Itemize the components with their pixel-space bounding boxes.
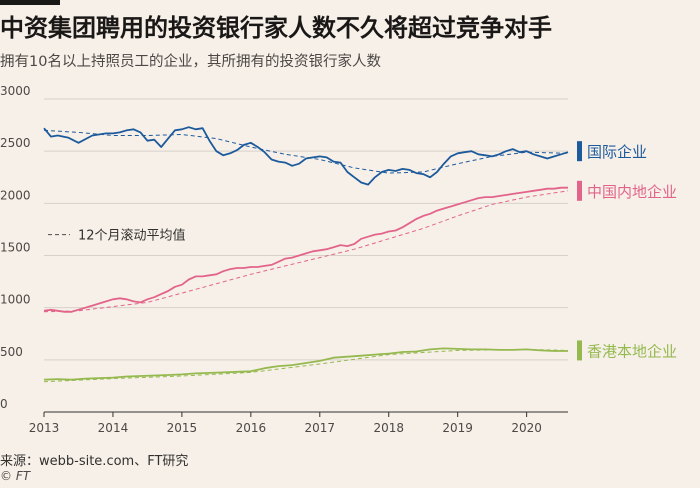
page-subtitle: 拥有10名以上持照员工的企业，其所拥有的投资银行家人数 — [0, 54, 381, 70]
series-line — [43, 347, 568, 381]
x-tick-label: 2014 — [98, 421, 129, 435]
y-tick-label: 2500 — [0, 136, 31, 150]
y-tick-label: 500 — [0, 345, 23, 359]
series-label: 香港本地企业 — [587, 342, 677, 360]
source-note: 来源：webb-site.com、FT研究 — [0, 454, 189, 469]
rolling-avg-line — [43, 348, 569, 383]
x-tick-label: 2019 — [442, 421, 473, 435]
rolling-avg-line — [43, 190, 569, 313]
y-tick-label: 1000 — [0, 293, 31, 307]
series-line — [43, 126, 569, 186]
series-label-marker — [577, 340, 582, 361]
rolling-avg-line — [43, 129, 569, 174]
x-tick-label: 2015 — [167, 421, 198, 435]
series-label: 中国内地企业 — [587, 183, 677, 201]
x-tick-label: 2017 — [305, 421, 336, 435]
line-chart: 0 500 1000 1500 2000 2500 3000 2013 2014 2015 2016… — [0, 84, 677, 435]
legend-label: 12个月滚动平均值 — [78, 228, 186, 244]
x-tick-label: 2020 — [511, 421, 542, 435]
brand-rule — [0, 0, 60, 5]
ft-credit: © FT — [0, 469, 31, 483]
series-label-marker — [577, 180, 582, 201]
series-label: 国际企业 — [587, 143, 647, 161]
y-tick-label: 2000 — [0, 188, 31, 202]
series-line — [43, 186, 568, 313]
x-tick-label: 2013 — [29, 421, 60, 435]
y-tick-label: 0 — [0, 397, 8, 411]
x-tick-label: 2016 — [236, 421, 267, 435]
series-label-marker — [577, 141, 582, 162]
page-title: 中资集团聘用的投资银行家人数不久将超过竞争对手 — [0, 14, 552, 42]
y-tick-label: 1500 — [0, 241, 31, 255]
y-tick-label: 3000 — [0, 84, 31, 98]
x-tick-label: 2018 — [373, 421, 404, 435]
